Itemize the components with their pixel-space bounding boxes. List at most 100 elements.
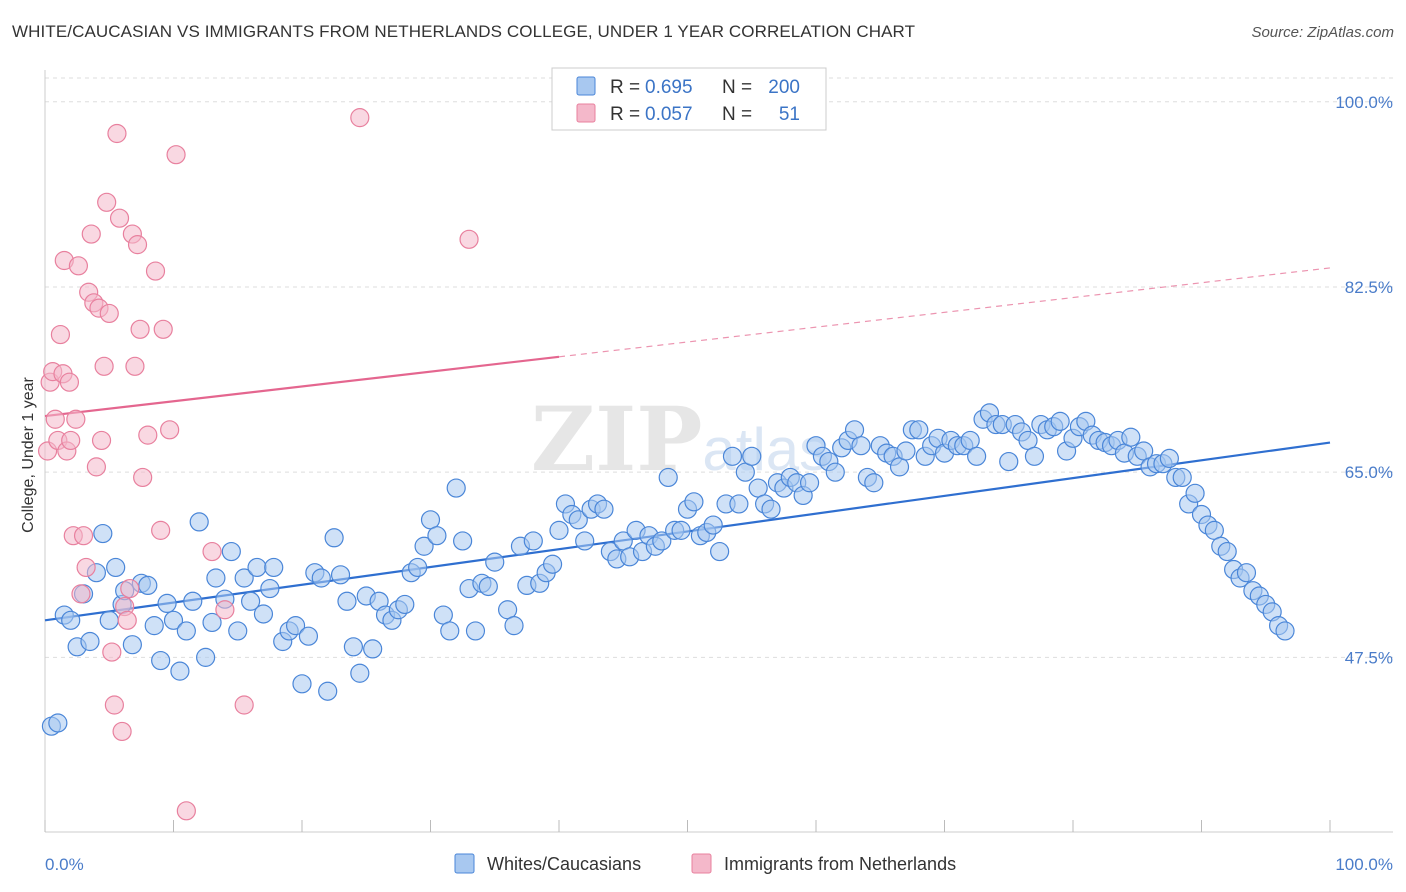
point-netherlands	[91, 430, 112, 451]
legend-r-value-whites: 0.695	[645, 77, 693, 98]
point-whites	[1159, 448, 1179, 469]
point-whites	[549, 520, 569, 540]
point-netherlands	[215, 600, 235, 620]
point-netherlands	[133, 467, 153, 488]
point-whites	[206, 568, 226, 588]
point-netherlands	[117, 610, 137, 630]
point-whites	[80, 631, 100, 652]
point-netherlands	[86, 457, 107, 477]
point-netherlands	[112, 721, 132, 742]
x-tick-label-min: 0.0%	[45, 855, 84, 874]
point-netherlands	[176, 801, 196, 821]
point-netherlands	[50, 324, 71, 345]
point-whites	[163, 610, 184, 630]
point-netherlands	[102, 642, 122, 662]
point-whites	[122, 635, 142, 655]
point-whites	[722, 446, 743, 466]
point-netherlands	[71, 584, 91, 604]
point-whites	[202, 612, 222, 633]
point-netherlands	[68, 256, 89, 276]
point-whites	[241, 591, 261, 611]
point-netherlands	[127, 235, 148, 255]
y-tick-label: 65.0%	[1345, 463, 1393, 482]
point-netherlands	[125, 356, 145, 376]
point-whites	[196, 647, 216, 667]
point-whites	[106, 557, 126, 578]
point-netherlands	[99, 303, 119, 324]
point-netherlands	[59, 372, 80, 392]
point-whites	[742, 446, 762, 466]
point-whites	[264, 557, 284, 578]
legend-n-value-netherlands: 51	[779, 104, 800, 125]
point-whites	[61, 610, 81, 630]
bottom-legend-swatch-whites	[454, 853, 475, 874]
point-whites	[523, 531, 543, 551]
point-whites	[408, 557, 428, 578]
bottom-legend-label-whites: Whites/Caucasians	[487, 854, 641, 874]
point-whites	[684, 492, 704, 512]
point-whites	[1121, 427, 1141, 447]
point-netherlands	[350, 108, 370, 128]
point-whites	[247, 557, 267, 578]
legend-r-value-netherlands: 0.057	[645, 104, 693, 125]
point-whites	[568, 510, 588, 530]
point-whites	[446, 478, 466, 498]
point-netherlands	[104, 695, 124, 715]
point-whites	[710, 541, 730, 562]
point-whites	[189, 512, 209, 532]
point-netherlands	[73, 526, 94, 546]
legend-swatch-whites	[576, 76, 596, 96]
point-whites	[285, 616, 306, 636]
point-whites	[1236, 563, 1257, 583]
point-whites	[896, 441, 916, 461]
point-whites	[825, 462, 845, 482]
point-whites	[99, 610, 119, 630]
point-whites	[1024, 446, 1045, 466]
point-whites	[1172, 467, 1192, 488]
y-tick-labels: 100.0% 82.5% 65.0% 47.5%	[1335, 93, 1393, 668]
point-whites	[504, 616, 524, 636]
point-whites	[909, 420, 929, 440]
bottom-legend-label-netherlands: Immigrants from Netherlands	[724, 854, 956, 874]
point-whites	[1050, 411, 1070, 431]
point-whites	[176, 621, 196, 641]
point-whites	[221, 541, 241, 562]
legend-swatch-netherlands	[576, 103, 596, 123]
point-netherlands	[107, 123, 127, 144]
point-netherlands	[202, 541, 222, 562]
point-whites	[350, 663, 370, 683]
y-tick-label: 82.5%	[1345, 278, 1393, 297]
point-whites	[575, 531, 595, 551]
point-netherlands	[45, 409, 65, 429]
y-tick-label: 47.5%	[1345, 648, 1393, 667]
point-whites	[183, 591, 203, 611]
point-whites	[658, 467, 678, 488]
point-netherlands	[97, 192, 117, 212]
point-whites	[363, 639, 383, 659]
legend-n-label-netherlands: N =	[722, 104, 752, 125]
point-whites	[453, 531, 473, 551]
source-label: Source: ZipAtlas.com	[1251, 24, 1394, 41]
point-whites	[337, 591, 357, 611]
point-netherlands	[234, 695, 254, 715]
trend-line-netherlands-dashed	[558, 267, 1331, 358]
point-whites	[485, 552, 505, 572]
point-whites	[48, 713, 68, 733]
point-whites	[440, 621, 460, 641]
point-netherlands	[61, 430, 81, 451]
x-tick-label-max: 100.0%	[1335, 855, 1393, 874]
point-netherlands	[145, 261, 166, 281]
data-points	[37, 108, 1295, 821]
point-netherlands	[151, 520, 171, 540]
point-whites	[594, 499, 614, 519]
point-netherlands	[138, 425, 158, 445]
point-whites	[967, 446, 987, 466]
legend-r-label-netherlands: R =	[610, 104, 640, 125]
point-netherlands	[160, 420, 180, 440]
point-whites	[330, 565, 351, 585]
point-whites	[1217, 541, 1237, 562]
point-netherlands	[94, 356, 114, 376]
point-whites	[311, 568, 331, 588]
point-whites	[395, 594, 415, 615]
point-whites	[157, 593, 177, 614]
